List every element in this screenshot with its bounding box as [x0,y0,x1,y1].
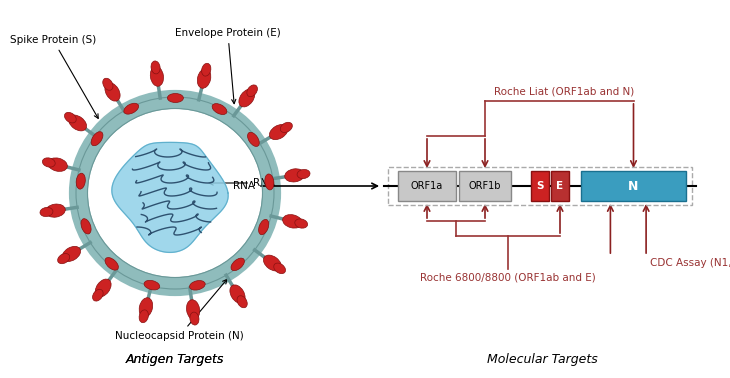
Ellipse shape [96,279,111,297]
Text: Molecular Targets: Molecular Targets [487,353,597,366]
Text: RNA: RNA [233,181,255,191]
Ellipse shape [167,93,183,102]
Text: Antigen Targets: Antigen Targets [126,353,224,366]
Ellipse shape [274,263,285,274]
Text: Antigen Targets: Antigen Targets [126,353,224,366]
Ellipse shape [295,219,307,228]
Text: E: E [556,181,564,191]
Bar [551,171,569,201]
Ellipse shape [76,173,85,189]
Ellipse shape [58,254,69,264]
Ellipse shape [105,257,118,270]
Ellipse shape [285,169,304,182]
Ellipse shape [139,298,153,318]
Ellipse shape [91,132,103,146]
Text: RNA: RNA [209,178,275,188]
Bar [398,171,456,201]
Text: Nucleocapsid Protein (N): Nucleocapsid Protein (N) [115,279,244,341]
Text: ORF1b: ORF1b [469,181,502,191]
Ellipse shape [42,158,55,167]
Text: Roche Liat (ORF1ab and N): Roche Liat (ORF1ab and N) [494,87,634,97]
Ellipse shape [64,112,76,123]
Text: Envelope Protein (E): Envelope Protein (E) [175,28,281,104]
Text: S: S [537,181,544,191]
Text: Spike Protein (S): Spike Protein (S) [10,35,99,118]
Ellipse shape [45,204,65,217]
Ellipse shape [247,85,258,97]
Ellipse shape [265,174,274,190]
Ellipse shape [124,103,139,114]
Bar [388,167,692,205]
Ellipse shape [151,61,160,74]
Ellipse shape [144,280,160,290]
Ellipse shape [269,124,288,139]
Ellipse shape [190,312,199,325]
Ellipse shape [105,83,120,101]
Ellipse shape [40,208,53,217]
Ellipse shape [69,115,87,131]
Ellipse shape [103,78,113,90]
Ellipse shape [239,89,255,107]
Bar [459,171,511,201]
Ellipse shape [88,109,262,277]
Polygon shape [112,143,228,253]
Ellipse shape [93,289,103,301]
Ellipse shape [247,132,259,146]
Ellipse shape [62,246,80,262]
Ellipse shape [47,158,67,171]
Ellipse shape [230,285,245,303]
Ellipse shape [201,64,211,76]
Text: CDC Assay (N1, N2): CDC Assay (N1, N2) [650,258,730,268]
Ellipse shape [139,310,148,323]
Ellipse shape [297,169,310,178]
Ellipse shape [231,258,245,271]
Ellipse shape [258,219,269,235]
Bar [581,171,686,201]
Ellipse shape [264,255,281,271]
Ellipse shape [150,67,164,86]
Ellipse shape [81,218,91,234]
Ellipse shape [186,300,200,320]
Ellipse shape [237,296,247,308]
Ellipse shape [190,280,205,290]
Ellipse shape [280,122,292,133]
Text: ORF1a: ORF1a [411,181,443,191]
Bar [531,171,549,201]
Text: N: N [629,180,639,192]
Text: Roche 6800/8800 (ORF1ab and E): Roche 6800/8800 (ORF1ab and E) [420,272,596,282]
Ellipse shape [212,104,227,115]
Ellipse shape [197,69,211,88]
Ellipse shape [283,215,302,228]
